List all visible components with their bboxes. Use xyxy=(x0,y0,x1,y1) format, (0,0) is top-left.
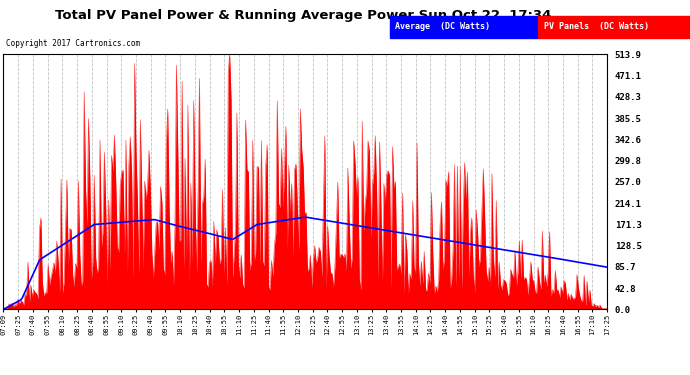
Text: Total PV Panel Power & Running Average Power Sun Oct 22  17:34: Total PV Panel Power & Running Average P… xyxy=(55,9,552,22)
Text: Copyright 2017 Cartronics.com: Copyright 2017 Cartronics.com xyxy=(6,39,139,48)
Text: Average  (DC Watts): Average (DC Watts) xyxy=(395,22,491,31)
Text: PV Panels  (DC Watts): PV Panels (DC Watts) xyxy=(544,22,649,31)
